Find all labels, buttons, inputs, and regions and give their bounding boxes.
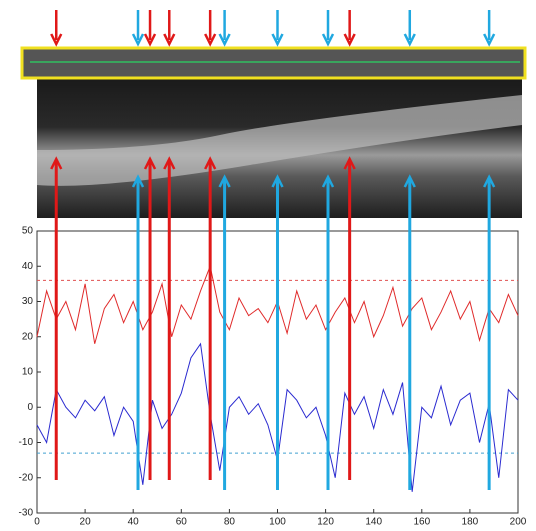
oct-strip — [22, 48, 525, 78]
top-arrow-head — [218, 33, 231, 47]
y-tick-label: 50 — [22, 226, 34, 237]
long-arrow-head — [343, 156, 356, 170]
y-tick-label: -30 — [19, 508, 34, 519]
x-tick-label: 200 — [510, 517, 527, 526]
y-tick-label: 0 — [27, 402, 33, 413]
long-arrow-head — [271, 174, 284, 188]
long-arrow-head — [204, 156, 217, 170]
x-tick-label: 60 — [176, 517, 188, 526]
selection-box — [20, 46, 527, 80]
retina-layer — [37, 95, 522, 186]
x-tick-label: 40 — [128, 517, 140, 526]
top-arrow-head — [321, 33, 335, 47]
x-tick-label: 140 — [365, 517, 382, 526]
y-tick-label: 40 — [22, 261, 34, 272]
long-arrow-head — [403, 174, 416, 188]
y-tick-label: 10 — [22, 367, 34, 378]
top-arrow-head — [143, 33, 157, 47]
top-arrow-head — [204, 33, 217, 47]
top-arrow-head — [483, 33, 496, 47]
top-arrow-head — [163, 33, 176, 47]
x-tick-label: 100 — [269, 517, 286, 526]
top-arrow-head — [271, 33, 284, 47]
x-tick-label: 180 — [462, 517, 479, 526]
x-tick-label: 0 — [34, 517, 40, 526]
top-arrow-head — [50, 33, 63, 47]
long-arrow-head — [483, 174, 496, 188]
long-arrow-head — [131, 174, 145, 188]
y-tick-label: 20 — [22, 331, 34, 342]
y-tick-label: -10 — [19, 437, 34, 448]
x-tick-label: 160 — [413, 517, 430, 526]
long-arrow-head — [143, 156, 157, 170]
long-arrow-head — [218, 174, 231, 188]
long-arrow-head — [50, 156, 63, 170]
x-tick-label: 80 — [224, 517, 236, 526]
top-arrow-head — [403, 33, 416, 47]
x-tick-label: 120 — [317, 517, 334, 526]
long-arrow-head — [321, 174, 335, 188]
x-tick-label: 20 — [80, 517, 92, 526]
top-arrow-head — [343, 33, 356, 47]
long-arrow-head — [163, 156, 176, 170]
top-arrow-head — [131, 33, 145, 47]
y-tick-label: -20 — [19, 472, 34, 483]
y-tick-label: 30 — [22, 296, 34, 307]
